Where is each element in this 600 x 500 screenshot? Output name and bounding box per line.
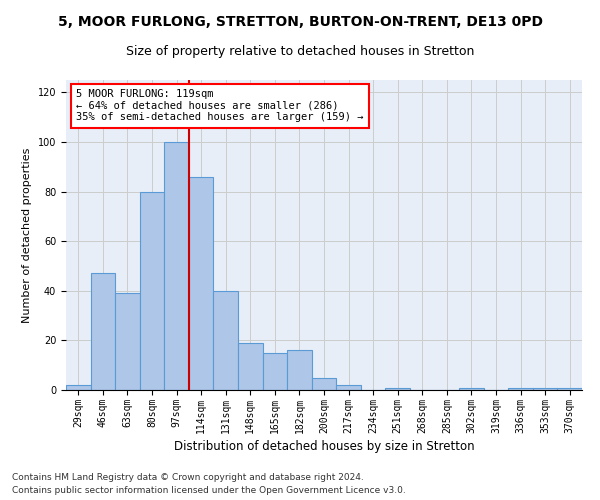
Bar (140, 192, 164, 390)
Bar (115, 294, 140, 390)
Y-axis label: Number of detached properties: Number of detached properties (22, 148, 32, 322)
Text: Contains public sector information licensed under the Open Government Licence v3: Contains public sector information licen… (12, 486, 406, 495)
Bar (557, 388, 582, 390)
Bar (91, 274, 115, 390)
Text: Size of property relative to detached houses in Stretton: Size of property relative to detached ho… (126, 45, 474, 58)
Bar (214, 291, 238, 390)
Bar (459, 388, 484, 390)
Bar (336, 385, 361, 390)
Bar (66, 385, 91, 390)
Bar (164, 142, 189, 390)
Text: 5, MOOR FURLONG, STRETTON, BURTON-ON-TRENT, DE13 0PD: 5, MOOR FURLONG, STRETTON, BURTON-ON-TRE… (58, 15, 542, 29)
Text: 5 MOOR FURLONG: 119sqm
← 64% of detached houses are smaller (286)
35% of semi-de: 5 MOOR FURLONG: 119sqm ← 64% of detached… (76, 90, 364, 122)
Bar (189, 176, 214, 390)
Bar (385, 388, 410, 390)
Bar (238, 343, 263, 390)
Bar (508, 388, 533, 390)
Bar (533, 388, 557, 390)
Bar (263, 353, 287, 390)
X-axis label: Distribution of detached houses by size in Stretton: Distribution of detached houses by size … (173, 440, 475, 453)
Text: Contains HM Land Registry data © Crown copyright and database right 2024.: Contains HM Land Registry data © Crown c… (12, 474, 364, 482)
Bar (312, 378, 336, 390)
Bar (287, 350, 312, 390)
